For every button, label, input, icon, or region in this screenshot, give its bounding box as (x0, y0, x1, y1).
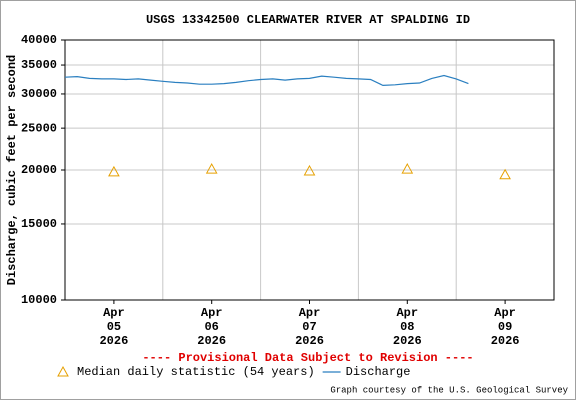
annotation: ---- Provisional Data Subject to Revisio… (142, 351, 473, 365)
y-tick-label: 40000 (21, 33, 57, 47)
x-tick-label: Apr (201, 306, 223, 320)
y-tick-label: 10000 (21, 293, 57, 307)
x-tick-label: Apr (494, 306, 516, 320)
chart-title: USGS 13342500 CLEARWATER RIVER AT SPALDI… (146, 13, 470, 27)
median-marker (205, 163, 218, 174)
legend-marker (57, 365, 69, 377)
x-tick-label: 2026 (197, 334, 226, 348)
legend-label: Discharge (346, 365, 411, 379)
x-tick-label: 09 (498, 320, 512, 334)
x-tick-label: 05 (107, 320, 121, 334)
y-tick-label: 25000 (21, 121, 57, 135)
x-tick-label: 08 (400, 320, 414, 334)
median-marker (108, 165, 120, 177)
discharge-line (64, 74, 469, 87)
y-tick-label: 20000 (21, 163, 57, 177)
plot-border (64, 39, 555, 301)
x-tick-label: Apr (299, 306, 321, 320)
x-tick-label: Apr (396, 306, 418, 320)
y-tick-label: 35000 (21, 58, 57, 72)
y-tick-label: 15000 (21, 217, 57, 231)
median-marker (499, 168, 511, 180)
credit: Graph courtesy of the U.S. Geological Su… (330, 385, 568, 395)
x-tick-label: 2026 (295, 334, 324, 348)
median-marker (401, 163, 414, 174)
x-tick-label: Apr (103, 306, 125, 320)
y-axis-label: Discharge, cubic feet per second (5, 55, 19, 285)
legend-label: Median daily statistic (54 years) (77, 365, 315, 379)
x-tick-label: 06 (204, 320, 218, 334)
median-marker (303, 164, 316, 176)
x-tick-label: 2026 (99, 334, 128, 348)
x-tick-label: 2026 (491, 334, 520, 348)
y-tick-label: 30000 (21, 87, 57, 101)
x-tick-label: 2026 (393, 334, 422, 348)
x-tick-label: 07 (302, 320, 316, 334)
